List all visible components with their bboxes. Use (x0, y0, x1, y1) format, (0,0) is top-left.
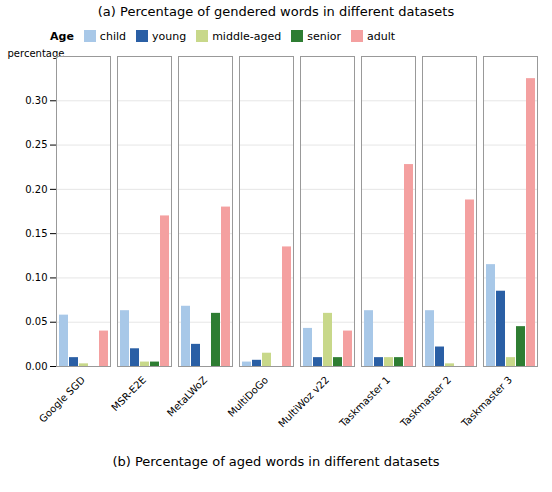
svg-text:Taskmaster 1: Taskmaster 1 (337, 374, 392, 429)
svg-text:MetaLWoZ: MetaLWoZ (165, 374, 209, 418)
svg-text:Taskmaster 3: Taskmaster 3 (459, 374, 514, 429)
html-text:(b) Percentage of aged words i: (b) Percentage of aged words in differen… (112, 454, 440, 469)
svg-text:MSR-E2E: MSR-E2E (109, 374, 148, 413)
svg-text:MultiWoz v22: MultiWoz v22 (276, 374, 331, 429)
svg-text:0.20: 0.20 (25, 184, 47, 195)
svg-text:0.15: 0.15 (25, 228, 47, 239)
svg-text:Google SGD: Google SGD (37, 374, 88, 425)
svg-text:Taskmaster 2: Taskmaster 2 (398, 374, 453, 429)
html-text:adult: adult (367, 29, 395, 43)
svg-text:0.00: 0.00 (25, 361, 47, 372)
svg-text:0.10: 0.10 (25, 272, 47, 283)
html-text:(a) Percentage of gendered wor: (a) Percentage of gendered words in diff… (97, 4, 455, 19)
html-text:young: young (152, 29, 187, 43)
html-text:senior: senior (307, 29, 341, 43)
svg-text:0.25: 0.25 (25, 139, 47, 150)
html-text:middle-aged: middle-aged (212, 29, 282, 43)
svg-text:percentage: percentage (8, 48, 65, 59)
html-text:child: child (99, 29, 126, 43)
html-text:Age: Age (50, 29, 74, 43)
svg-text:MultiDoGo: MultiDoGo (226, 374, 271, 419)
svg-text:0.05: 0.05 (25, 316, 47, 327)
svg-text:0.30: 0.30 (25, 95, 47, 106)
